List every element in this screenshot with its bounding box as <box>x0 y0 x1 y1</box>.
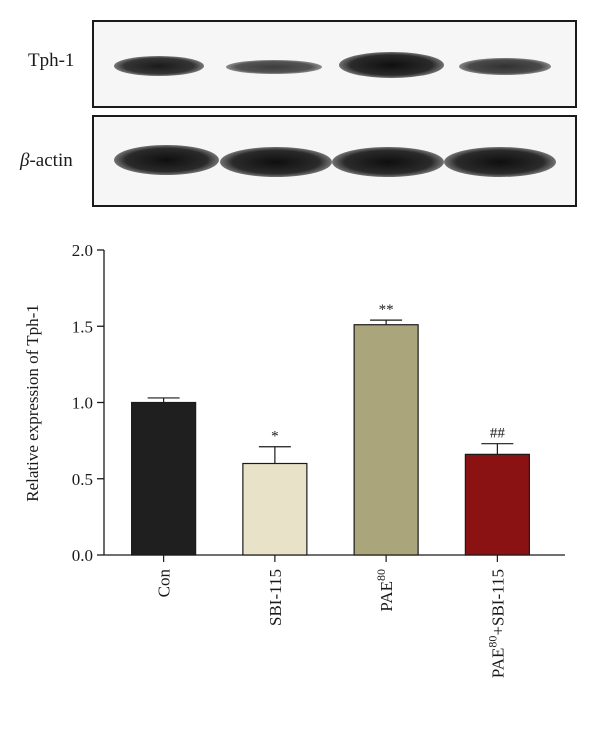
significance-label: * <box>271 429 279 445</box>
significance-label: ** <box>379 302 394 318</box>
x-tick-label: SBI-115 <box>266 569 285 626</box>
y-tick-label: 0.0 <box>72 546 93 565</box>
blot-band <box>114 145 219 175</box>
bar <box>464 453 530 556</box>
significance-label: ## <box>490 426 506 442</box>
blot-band <box>114 56 204 76</box>
blot-band <box>332 147 444 177</box>
bar <box>353 324 419 556</box>
y-tick-label: 1.5 <box>72 317 93 336</box>
blot-band <box>220 147 332 177</box>
x-tick-label: PAE80 <box>374 569 396 612</box>
y-tick-label: 0.5 <box>72 470 93 489</box>
blot-band <box>226 60 322 74</box>
blot-panel-tph1 <box>92 20 577 108</box>
bar-chart: Relative expression of Tph-1 0.0 0.5 1.0 1.… <box>23 241 565 678</box>
y-tick-label: 1.0 <box>72 394 93 413</box>
x-tick-label: Con <box>155 569 174 598</box>
blot-label-tph1: Tph-1 <box>28 50 75 71</box>
blot-band <box>459 58 551 75</box>
y-axis-label: Relative expression of Tph-1 <box>23 304 42 502</box>
y-tick-label: 2.0 <box>72 241 93 260</box>
bar <box>242 462 308 556</box>
blot-label-beta-actin: β-actin <box>20 150 73 171</box>
bar <box>131 401 197 556</box>
blot-band <box>444 147 556 177</box>
blot-panel-beta-actin <box>92 115 577 207</box>
blot-band <box>339 52 444 78</box>
x-tick-label: PAE80+SBI-115 <box>485 569 507 678</box>
